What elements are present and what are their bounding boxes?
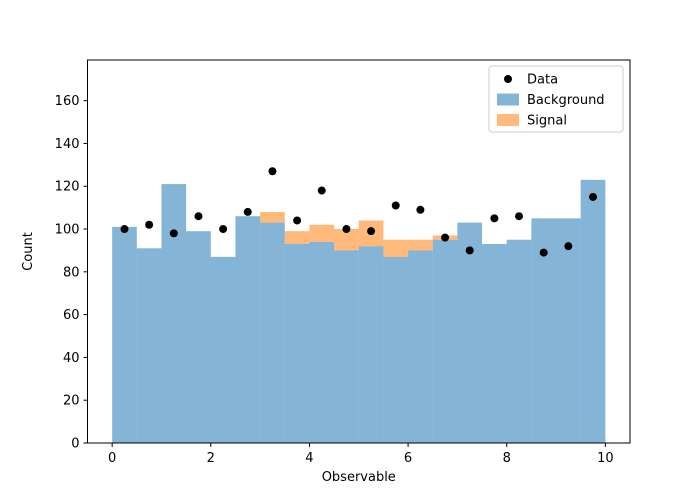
legend-box [488,65,624,133]
background-bin [482,244,507,443]
y-tick-label: 120 [55,180,80,195]
background-bin [556,218,581,443]
background-bin [210,256,236,443]
data-point [342,225,351,234]
y-tick-label: 40 [63,351,80,366]
signal-bin [284,231,310,245]
x-tick-label: 4 [305,451,313,466]
data-point [465,246,474,255]
x-axis-label: Observable [322,470,396,485]
data-point [169,229,178,238]
legend-marker-patch [497,114,519,126]
background-series [112,179,606,443]
data-point [539,248,548,257]
background-bin [284,244,310,443]
y-tick-label: 100 [55,223,80,238]
plot-border [87,59,631,444]
x-tick-label: 2 [207,451,215,466]
background-bin [457,222,483,443]
data-point [243,207,252,216]
data-point [441,233,450,242]
background-bin [506,239,532,443]
signal-bin [383,239,409,257]
data-point [293,216,302,225]
legend-label-data: Data [527,73,558,88]
data-point [268,167,277,176]
background-bin [309,241,335,443]
background-bin [383,256,409,443]
signal-bin [334,229,359,251]
data-point [515,212,524,221]
legend-marker-point [504,75,512,83]
y-tick-label: 160 [55,94,80,109]
x-tick-label: 6 [404,451,412,466]
data-point [317,186,326,195]
background-bin [408,250,433,443]
signal-bin [309,224,335,242]
data-point [391,201,400,210]
background-bin [432,239,458,443]
y-tick-label: 140 [55,137,80,152]
legend-label-signal: Signal [527,114,567,129]
data-point [145,220,154,229]
background-bin [235,216,261,443]
x-tick-label: 0 [108,451,116,466]
signal-bin [260,211,285,223]
data-point [367,227,376,236]
background-bin [260,222,285,443]
data-point [490,214,499,223]
signal-bin [408,239,433,251]
legend: Data Background Signal [488,65,624,133]
background-bin [358,246,384,443]
legend-label-background: Background [527,93,605,108]
y-tick-label: 0 [71,437,79,452]
y-tick-label: 80 [63,265,80,280]
data-point [589,192,598,201]
background-bin [186,231,211,443]
background-bin [334,250,359,443]
x-tick-label: 10 [597,451,614,466]
background-bin [136,248,162,443]
background-bin [580,179,606,443]
y-tick-label: 60 [63,308,80,323]
data-point [120,225,129,234]
data-points [120,167,598,257]
x-tick-label: 8 [503,451,511,466]
y-tick-label: 20 [63,394,80,409]
data-point [564,242,573,251]
y-axis-label: Count [21,232,36,271]
data-point [416,205,425,214]
background-bin [112,226,137,443]
data-point [219,225,228,234]
legend-marker-patch [497,93,519,106]
background-bin [161,184,187,443]
data-point [194,212,203,221]
